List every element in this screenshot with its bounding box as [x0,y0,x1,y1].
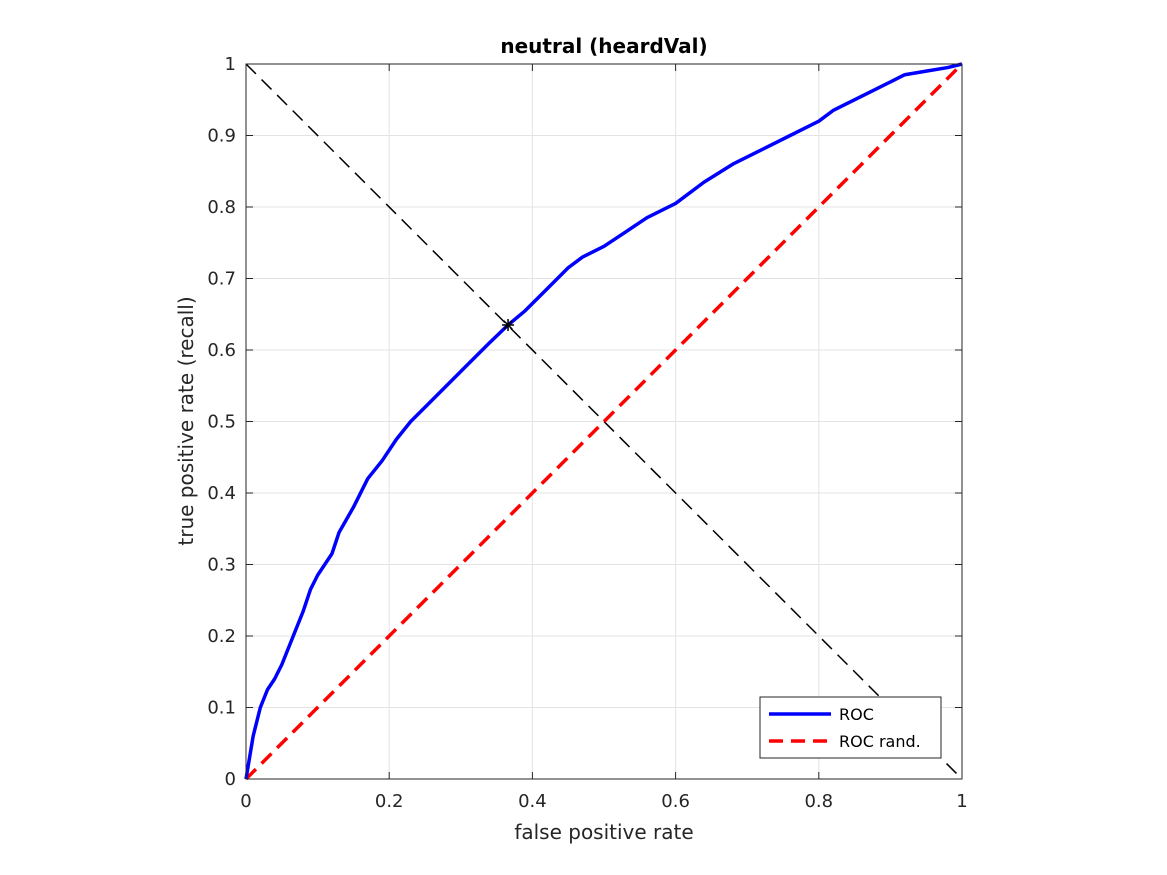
y-tick-label: 1 [225,54,236,75]
y-tick-label: 0.3 [207,555,236,576]
y-tick-label: 0.2 [207,626,236,647]
roc-random-line [244,62,964,781]
y-tick-label: 0.8 [207,197,236,218]
x-tick-label: 0.6 [661,791,690,812]
y-tick-label: 0.4 [207,483,236,504]
x-tick-label: 0.4 [518,791,547,812]
ticks: 0 0.2 0.4 0.6 0.8 1 0 0.1 0.2 0.3 0.4 0.5 0.6 0.7 0.8 0… [207,54,967,812]
x-tick-label: 0.2 [375,791,404,812]
x-tick-label: 0 [240,791,251,812]
legend-roc-rand-label: ROC rand. [839,732,921,751]
reference-diagonal-line [245,63,963,780]
x-tick-label: 0.8 [804,791,833,812]
x-axis-label: false positive rate [514,820,693,844]
y-tick-label: 0.1 [207,698,236,719]
legend: ROC ROC rand. [759,696,942,759]
y-tick-label: 0.7 [207,269,236,290]
y-tick-label: 0.5 [207,412,236,433]
x-tick-label: 1 [956,791,967,812]
y-tick-label: 0.6 [207,340,236,361]
legend-roc-label: ROC [839,705,874,724]
legend-box [759,696,942,759]
operating-point-marker [502,318,515,331]
marker-stroke [503,320,513,330]
y-tick-label: 0 [225,769,236,790]
y-tick-label: 0.9 [207,126,236,147]
series-layer [244,62,964,781]
grid [245,63,963,780]
y-axis-label: true positive rate (recall) [174,296,198,545]
chart-title: neutral (heardVal) [500,34,707,58]
roc-curve [244,62,963,780]
